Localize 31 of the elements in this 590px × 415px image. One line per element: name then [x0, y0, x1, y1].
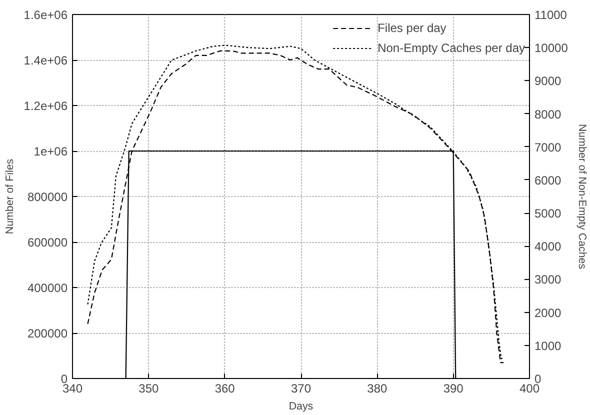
y2-axis-title: Number of Non-Empty Caches — [576, 124, 588, 270]
y2-tick-label: 9000 — [534, 74, 562, 88]
x-tick-label: 360 — [214, 382, 236, 396]
y-tick-label: 1.2e+06 — [24, 99, 68, 113]
y2-tick-label: 1000 — [534, 338, 562, 353]
y-tick-label: 1e+06 — [34, 144, 68, 158]
y2-tick-label: 11000 — [534, 8, 568, 22]
x-tick-label: 390 — [443, 382, 464, 396]
x-tick-label: 400 — [519, 382, 540, 396]
x-tick-label: 380 — [367, 382, 388, 396]
y-tick-label: 200000 — [27, 326, 68, 340]
x-tick-label: 340 — [62, 382, 83, 396]
y2-tick-label: 3000 — [534, 272, 562, 287]
y-tick-label: 1.4e+06 — [24, 54, 68, 68]
x-tick-label: 350 — [138, 382, 160, 396]
y2-tick-label: 4000 — [534, 240, 562, 254]
y2-tick-label: 7000 — [534, 140, 562, 154]
y2-tick-label: 8000 — [534, 107, 562, 122]
y2-tick-label: 2000 — [534, 306, 562, 320]
y2-tick-label: 5000 — [534, 206, 562, 221]
y2-tick-label: 6000 — [534, 173, 562, 188]
y-tick-label: 600000 — [27, 236, 68, 250]
x-tick-label: 370 — [290, 382, 312, 396]
legend-label: Files per day — [378, 21, 446, 35]
legend-label: Non-Empty Caches per day — [378, 41, 525, 55]
y-tick-label: 800000 — [27, 190, 68, 204]
y-tick-label: 1.6e+06 — [24, 8, 68, 22]
x-axis-title: Days — [288, 400, 314, 412]
y-axis-title: Number of Files — [4, 158, 16, 234]
y-tick-label: 400000 — [27, 281, 68, 295]
y2-tick-label: 10000 — [534, 41, 568, 56]
